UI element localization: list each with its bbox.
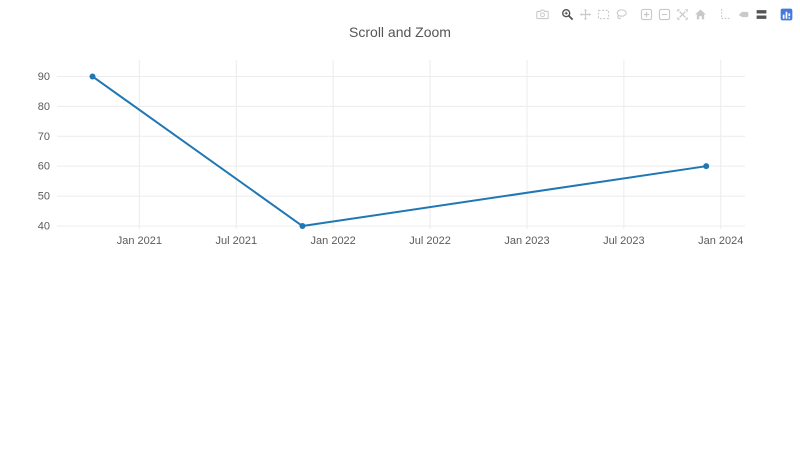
pan-icon [579,8,592,20]
y-tick-label: 90 [38,71,50,83]
zoom-out-button[interactable] [657,6,672,22]
lasso-select-button[interactable] [614,6,629,22]
y-tick-label: 40 [38,221,50,233]
y-tick-label: 70 [38,131,50,143]
y-tick-label: 50 [38,191,50,203]
modebar [532,6,794,22]
box-select-icon [597,9,610,19]
plotly-logo-icon [780,8,793,20]
x-tick-label: Jul 2022 [409,235,451,247]
chart-title: Scroll and Zoom [349,24,451,40]
toggle-spikelines-button[interactable] [718,6,733,22]
data-point[interactable] [299,223,306,230]
hover-compare-icon [756,9,767,19]
zoom-button[interactable] [560,6,575,22]
reset-axes-button[interactable] [693,6,708,22]
hover-closest-icon [738,11,749,17]
pan-button[interactable] [578,6,593,22]
x-tick-label: Jan 2021 [117,235,162,247]
lasso-select-icon [616,8,627,19]
toggle-spikelines-icon [721,8,731,19]
zoom-icon [562,8,574,20]
reset-axes-icon [695,8,706,19]
zoom-in-icon [640,8,653,20]
camera-icon [536,9,549,19]
autoscale-button[interactable] [675,6,690,22]
data-point[interactable] [89,73,96,80]
data-line [91,75,707,228]
x-tick-label: Jan 2022 [311,235,356,247]
x-tick-label: Jan 2023 [504,235,549,247]
zoom-out-icon [658,8,671,20]
x-tick-label: Jan 2024 [698,235,743,247]
y-tick-label: 80 [38,101,50,113]
camera-button[interactable] [535,6,550,22]
autoscale-icon [677,8,688,20]
hover-compare-button[interactable] [754,6,769,22]
hover-closest-button[interactable] [736,6,751,22]
plotly-logo-button[interactable] [779,6,794,22]
zoom-in-button[interactable] [639,6,654,22]
data-point[interactable] [703,163,710,170]
box-select-button[interactable] [596,6,611,22]
x-tick-label: Jul 2023 [603,235,645,247]
x-tick-label: Jul 2021 [215,235,257,247]
y-tick-label: 60 [38,161,50,173]
